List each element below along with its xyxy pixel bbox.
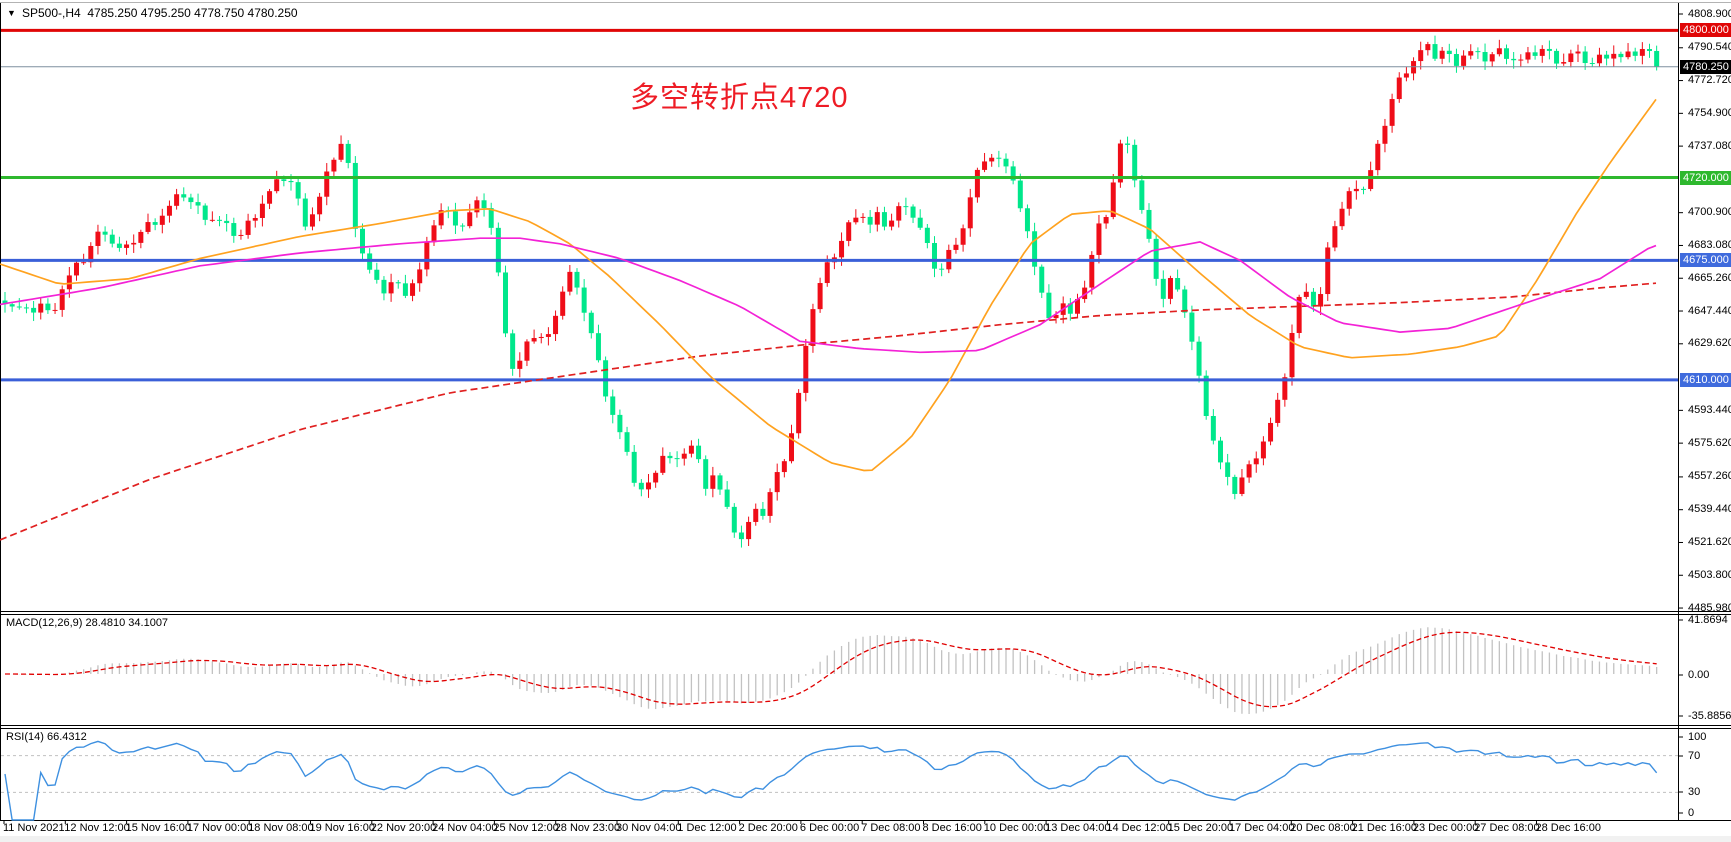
- price-axis-label: 4629.620: [1688, 337, 1731, 350]
- candlestick-series: [2, 35, 1660, 548]
- macd-axis-label: 0.00: [1688, 668, 1710, 681]
- chart-annotation: 多空转折点4720: [630, 82, 849, 114]
- time-axis-label: 28 Nov 23:00: [554, 822, 621, 834]
- time-axis-label: 24 Nov 04:00: [432, 822, 498, 834]
- chart-title-ohlc: SP500-,H4 4785.250 4795.250 4778.750 478…: [22, 6, 298, 20]
- time-axis-label: 1 Dec 12:00: [677, 822, 737, 834]
- time-axis-label: 25 Nov 12:00: [493, 822, 559, 834]
- price-axis-label: 4808.900: [1688, 7, 1731, 20]
- price-axis-label: 4737.080: [1688, 139, 1731, 152]
- time-axis-label: 22 Nov 20:00: [370, 822, 437, 834]
- rsi-axis-label: 0: [1688, 806, 1695, 819]
- price-axis-label: 4557.260: [1688, 470, 1731, 483]
- time-axis-label: 19 Nov 16:00: [309, 822, 375, 834]
- price-axis-label: 4700.900: [1688, 206, 1731, 219]
- macd-histogram: [11, 627, 1658, 714]
- time-axis-label: 14 Dec 12:00: [1106, 822, 1172, 834]
- symbol-dropdown-icon[interactable]: ▼: [7, 8, 16, 18]
- ma-slow-red[interactable]: [0, 282, 1657, 541]
- price-axis-label: 4521.620: [1688, 535, 1731, 548]
- macd-axis-label: 41.8694: [1688, 613, 1728, 626]
- rsi-indicator-label: RSI(14) 66.4312: [6, 731, 87, 743]
- time-axis-label: 2 Dec 20:00: [738, 822, 798, 834]
- macd-signal-line: [5, 631, 1657, 708]
- time-axis-label: 30 Nov 04:00: [616, 822, 682, 834]
- price-axis-label: 4754.900: [1688, 106, 1731, 119]
- time-axis-label: 18 Nov 08:00: [248, 822, 314, 834]
- rsi-line: [4, 740, 1658, 821]
- price-axis-label: 4683.080: [1688, 238, 1731, 251]
- price-axis-label: 4665.260: [1688, 271, 1731, 284]
- price-axis-label: 4647.440: [1688, 304, 1731, 317]
- price-level-badge-4675.000: 4675.000: [1680, 253, 1731, 268]
- time-axis-label: 8 Dec 16:00: [922, 822, 982, 834]
- time-axis-label: 21 Dec 16:00: [1351, 822, 1418, 834]
- time-axis-label: 11 Nov 2021: [3, 822, 65, 834]
- macd-indicator-label: MACD(12,26,9) 28.4810 34.1007: [6, 617, 169, 629]
- time-axis-label: 15 Dec 20:00: [1167, 822, 1234, 834]
- time-axis-label: 13 Dec 04:00: [1045, 822, 1111, 834]
- price-axis-label: 4593.440: [1688, 403, 1731, 416]
- price-level-badge-4720.000: 4720.000: [1680, 170, 1731, 185]
- time-axis-label: 17 Nov 00:00: [186, 822, 253, 834]
- price-axis-label: 4485.980: [1688, 601, 1731, 614]
- time-axis-label: 10 Dec 00:00: [983, 822, 1050, 834]
- macd-axis-label: -35.8856: [1688, 709, 1731, 722]
- price-axis-label: 4539.440: [1688, 503, 1731, 516]
- price-axis-label: 4503.800: [1688, 568, 1731, 581]
- time-axis-label: 28 Dec 16:00: [1535, 822, 1601, 834]
- time-axis-label: 23 Dec 00:00: [1412, 822, 1479, 834]
- price-level-badge-4610.000: 4610.000: [1680, 372, 1731, 387]
- time-axis-label: 17 Dec 04:00: [1229, 822, 1295, 834]
- price-axis-label: 4575.620: [1688, 436, 1731, 449]
- time-axis-label: 15 Nov 16:00: [125, 822, 192, 834]
- price-level-badge-4780.250: 4780.250: [1680, 59, 1731, 74]
- price-axis-label: 4790.540: [1688, 41, 1731, 54]
- time-axis-label: 6 Dec 00:00: [799, 822, 860, 834]
- time-axis-label: 27 Dec 08:00: [1474, 822, 1540, 834]
- price-level-badge-4800.000: 4800.000: [1680, 23, 1731, 38]
- rsi-axis-label: 100: [1688, 730, 1707, 743]
- window-bottom-strip: [0, 836, 1731, 842]
- rsi-axis-label: 70: [1688, 749, 1701, 762]
- time-axis-label: 20 Dec 08:00: [1290, 822, 1356, 834]
- time-axis-label: 12 Nov 12:00: [64, 822, 130, 834]
- ma-slow-magenta[interactable]: [0, 237, 1657, 354]
- time-axis-label: 7 Dec 08:00: [861, 822, 921, 834]
- ma-medium-orange[interactable]: [0, 98, 1657, 472]
- rsi-axis-label: 30: [1688, 785, 1701, 798]
- price-axis-label: 4772.720: [1688, 74, 1731, 87]
